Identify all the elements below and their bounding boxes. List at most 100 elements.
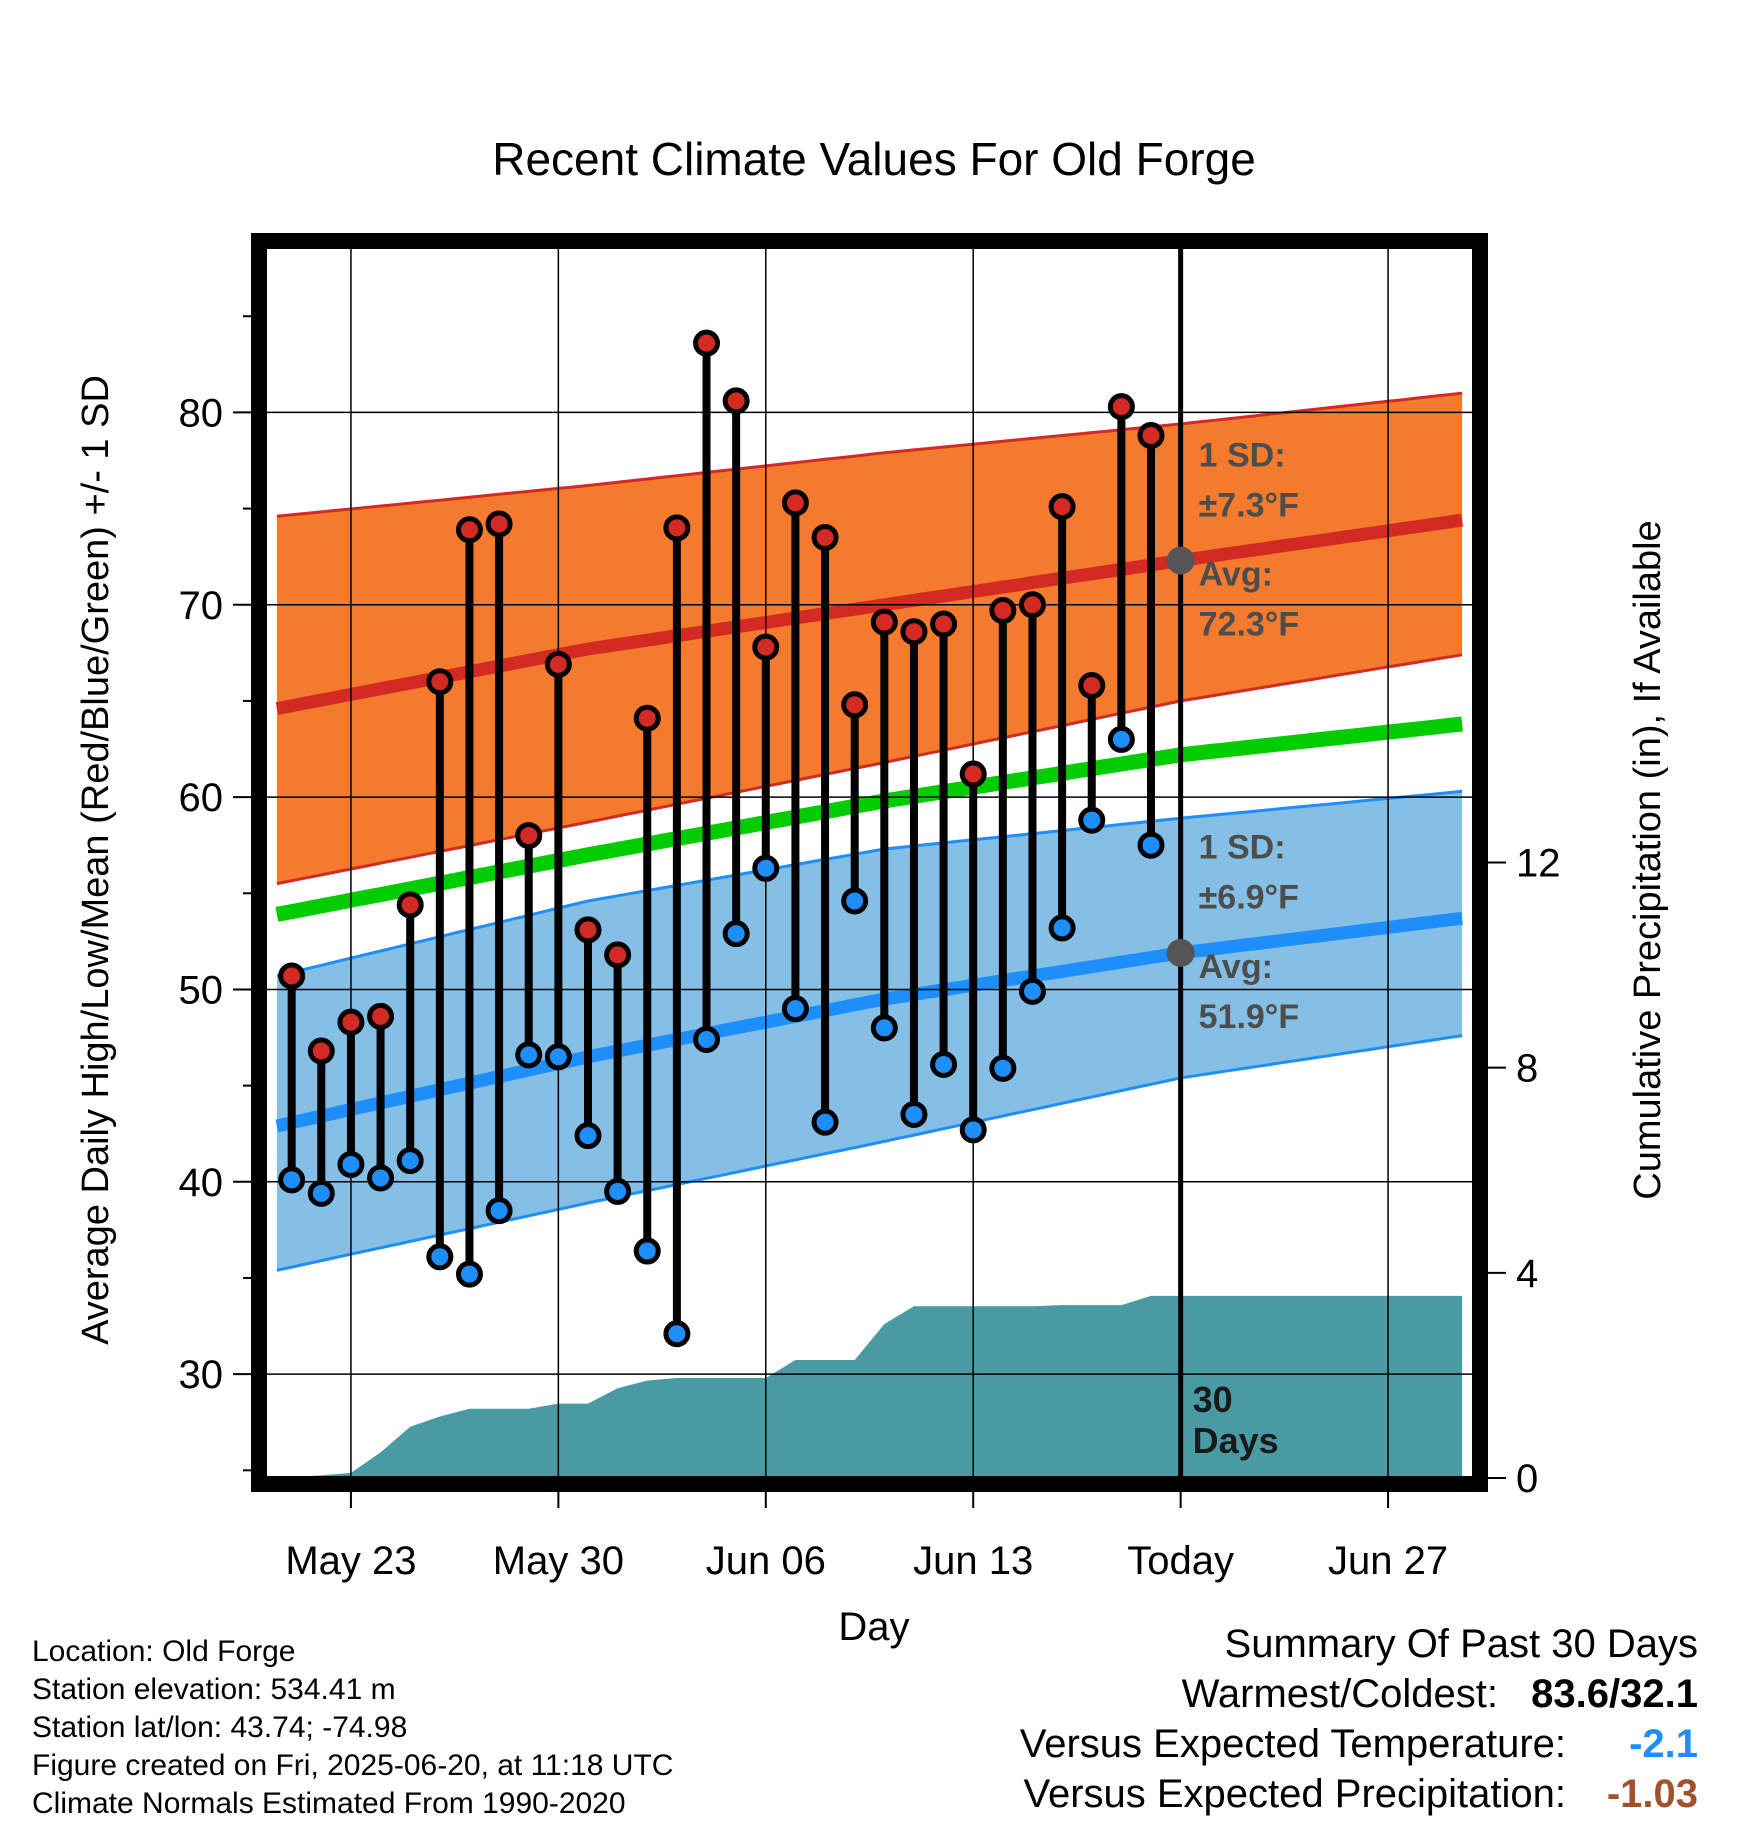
daily-low-point — [1107, 725, 1135, 753]
daily-low-point — [367, 1164, 395, 1192]
temp-anomaly-label: Versus Expected Temperature: — [1019, 1722, 1566, 1766]
normal-low-band — [276, 791, 1463, 1271]
daily-high-point — [722, 387, 750, 415]
daily-high-point — [307, 1037, 335, 1065]
daily-low-point — [870, 1014, 898, 1042]
daily-high-point — [870, 608, 898, 636]
high-avg-marker — [1166, 546, 1195, 575]
today-days-word: Days — [1193, 1420, 1279, 1461]
high-sd-label: 1 SD: — [1199, 436, 1286, 474]
y-tick-label: 50 — [179, 968, 224, 1012]
precip-anomaly-label: Versus Expected Precipitation: — [1023, 1772, 1566, 1816]
high-sd-value: ±7.3°F — [1199, 486, 1299, 524]
daily-low-point — [900, 1100, 928, 1128]
normal-mean-line — [275, 716, 1463, 922]
normal-high-sd-lower — [276, 653, 1463, 886]
daily-high-point — [604, 941, 632, 969]
created-text: Figure created on Fri, 2025-06-20, at 11… — [32, 1749, 674, 1782]
daily-high-point — [1078, 672, 1106, 700]
daily-low-point — [663, 1320, 691, 1348]
y-tick-label: 70 — [179, 584, 224, 628]
daily-high-point — [930, 610, 958, 638]
precip-anomaly-value: -1.03 — [1606, 1772, 1698, 1816]
warmest-coldest-label: Warmest/Coldest: — [1181, 1672, 1498, 1716]
y-axis-label: Average Daily High/Low/Mean (Red/Blue/Gr… — [75, 375, 117, 1345]
y2-axis-label: Cumulative Precipitation (in), If Availa… — [1627, 520, 1669, 1199]
daily-high-point — [1018, 591, 1046, 619]
y2-tick-label: 0 — [1516, 1457, 1538, 1501]
high-avg-value: 72.3°F — [1199, 606, 1300, 644]
chart-title: Recent Climate Values For Old Forge — [492, 133, 1256, 185]
y2-tick-label: 8 — [1516, 1047, 1538, 1091]
low-avg-label: Avg: — [1199, 948, 1273, 986]
x-tick-label: Jun 27 — [1328, 1539, 1448, 1583]
daily-low-point — [752, 854, 780, 882]
elevation-text: Station elevation: 534.41 m — [32, 1673, 396, 1706]
latlon-text: Station lat/lon: 43.74; -74.98 — [32, 1711, 408, 1744]
daily-low-point — [604, 1177, 632, 1205]
daily-high-point — [1137, 421, 1165, 449]
high-avg-label: Avg: — [1199, 556, 1273, 594]
daily-low-point — [811, 1108, 839, 1136]
y-tick-label: 80 — [179, 391, 224, 435]
daily-high-point — [900, 618, 928, 646]
summary-heading: Summary Of Past 30 Days — [1224, 1622, 1698, 1666]
daily-high-point — [811, 523, 839, 551]
daily-low-point — [1048, 914, 1076, 942]
daily-high-point — [781, 489, 809, 517]
daily-high-point — [663, 514, 691, 542]
daily-high-point — [426, 668, 454, 696]
low-avg-marker — [1166, 938, 1195, 967]
daily-high-point — [515, 822, 543, 850]
today-days-number: 30 — [1193, 1379, 1233, 1420]
location-text: Location: Old Forge — [32, 1635, 296, 1668]
precip-area — [276, 1295, 1463, 1478]
normal-low-sd-upper — [276, 789, 1463, 978]
daily-low-point — [633, 1237, 661, 1265]
y2-tick-label: 12 — [1516, 842, 1561, 886]
x-tick-label: May 30 — [493, 1539, 624, 1583]
daily-high-point — [544, 650, 572, 678]
normal-low-sd-lower — [276, 1034, 1463, 1272]
daily-high-point — [455, 516, 483, 544]
daily-high-point — [337, 1008, 365, 1036]
y-tick-label: 30 — [179, 1353, 224, 1397]
normals-text: Climate Normals Estimated From 1990-2020 — [32, 1787, 626, 1820]
daily-high-point — [693, 329, 721, 357]
daily-low-point — [1137, 831, 1165, 859]
daily-high-point — [841, 691, 869, 719]
daily-low-point — [396, 1147, 424, 1175]
daily-low-point — [722, 920, 750, 948]
x-tick-label: Jun 06 — [706, 1539, 826, 1583]
daily-low-point — [515, 1041, 543, 1069]
daily-low-point — [1018, 977, 1046, 1005]
y-tick-label: 40 — [179, 1161, 224, 1205]
daily-high-point — [367, 1002, 395, 1030]
normal-high-band — [276, 393, 1463, 884]
plot-area: 1 SD: ±7.3°F Avg: 72.3°F 1 SD: ±6.9°F Avg: 51.9… — [179, 233, 1561, 1583]
x-tick-label: May 23 — [285, 1539, 416, 1583]
daily-low-point — [337, 1150, 365, 1178]
daily-high-point — [574, 916, 602, 944]
daily-low-point — [426, 1243, 454, 1271]
low-sd-value: ±6.9°F — [1199, 879, 1299, 917]
temp-anomaly-value: -2.1 — [1629, 1722, 1698, 1766]
daily-low-point — [307, 1179, 335, 1207]
daily-high-point — [633, 704, 661, 732]
daily-low-point — [781, 995, 809, 1023]
y-tick-label: 60 — [179, 776, 224, 820]
daily-low-point — [1078, 806, 1106, 834]
plot-frame — [251, 233, 1488, 1492]
x-tick-label: Jun 13 — [913, 1539, 1033, 1583]
daily-high-point — [752, 633, 780, 661]
daily-low-point — [930, 1050, 958, 1078]
x-axis-label: Day — [838, 1605, 909, 1649]
plot-content: 1 SD: ±7.3°F Avg: 72.3°F 1 SD: ±6.9°F Avg: 51.9… — [265, 247, 1474, 1478]
daily-low-point — [574, 1122, 602, 1150]
daily-low-point — [455, 1260, 483, 1288]
daily-low-point — [485, 1197, 513, 1225]
daily-low-point — [693, 1025, 721, 1053]
low-avg-value: 51.9°F — [1199, 998, 1300, 1036]
daily-low-point — [841, 887, 869, 915]
